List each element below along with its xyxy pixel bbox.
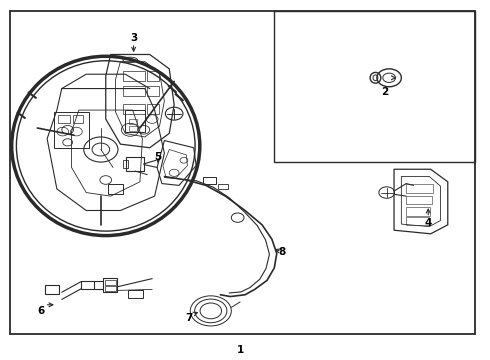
Bar [125, 110, 145, 132]
Text: 8: 8 [278, 247, 285, 257]
Bar [123, 104, 145, 114]
Bar [123, 86, 145, 96]
Text: 2: 2 [381, 87, 388, 97]
Text: 4: 4 [424, 218, 432, 228]
Bar [129, 126, 137, 131]
Bar [406, 207, 430, 216]
Bar [105, 280, 116, 285]
Bar [147, 104, 159, 114]
Text: 6: 6 [37, 306, 45, 316]
Bar [406, 184, 433, 193]
Bar [274, 12, 475, 162]
Bar [126, 157, 144, 171]
Bar [147, 71, 159, 81]
Bar [54, 112, 89, 148]
Text: 5: 5 [154, 152, 162, 162]
Bar [147, 86, 159, 96]
Bar [73, 116, 83, 123]
Bar [123, 71, 145, 81]
Text: 1: 1 [237, 345, 244, 355]
Bar [10, 12, 475, 334]
Text: 7: 7 [185, 313, 193, 323]
Bar [129, 119, 137, 124]
Text: 3: 3 [130, 33, 137, 43]
Bar [123, 159, 128, 168]
Bar [108, 184, 123, 194]
Bar [203, 177, 216, 184]
Bar [105, 286, 116, 291]
Bar [103, 278, 117, 292]
Bar [218, 184, 228, 189]
Bar [45, 285, 59, 294]
Bar [58, 116, 70, 123]
Bar [406, 217, 429, 225]
Bar [128, 291, 144, 298]
Bar [406, 196, 432, 204]
